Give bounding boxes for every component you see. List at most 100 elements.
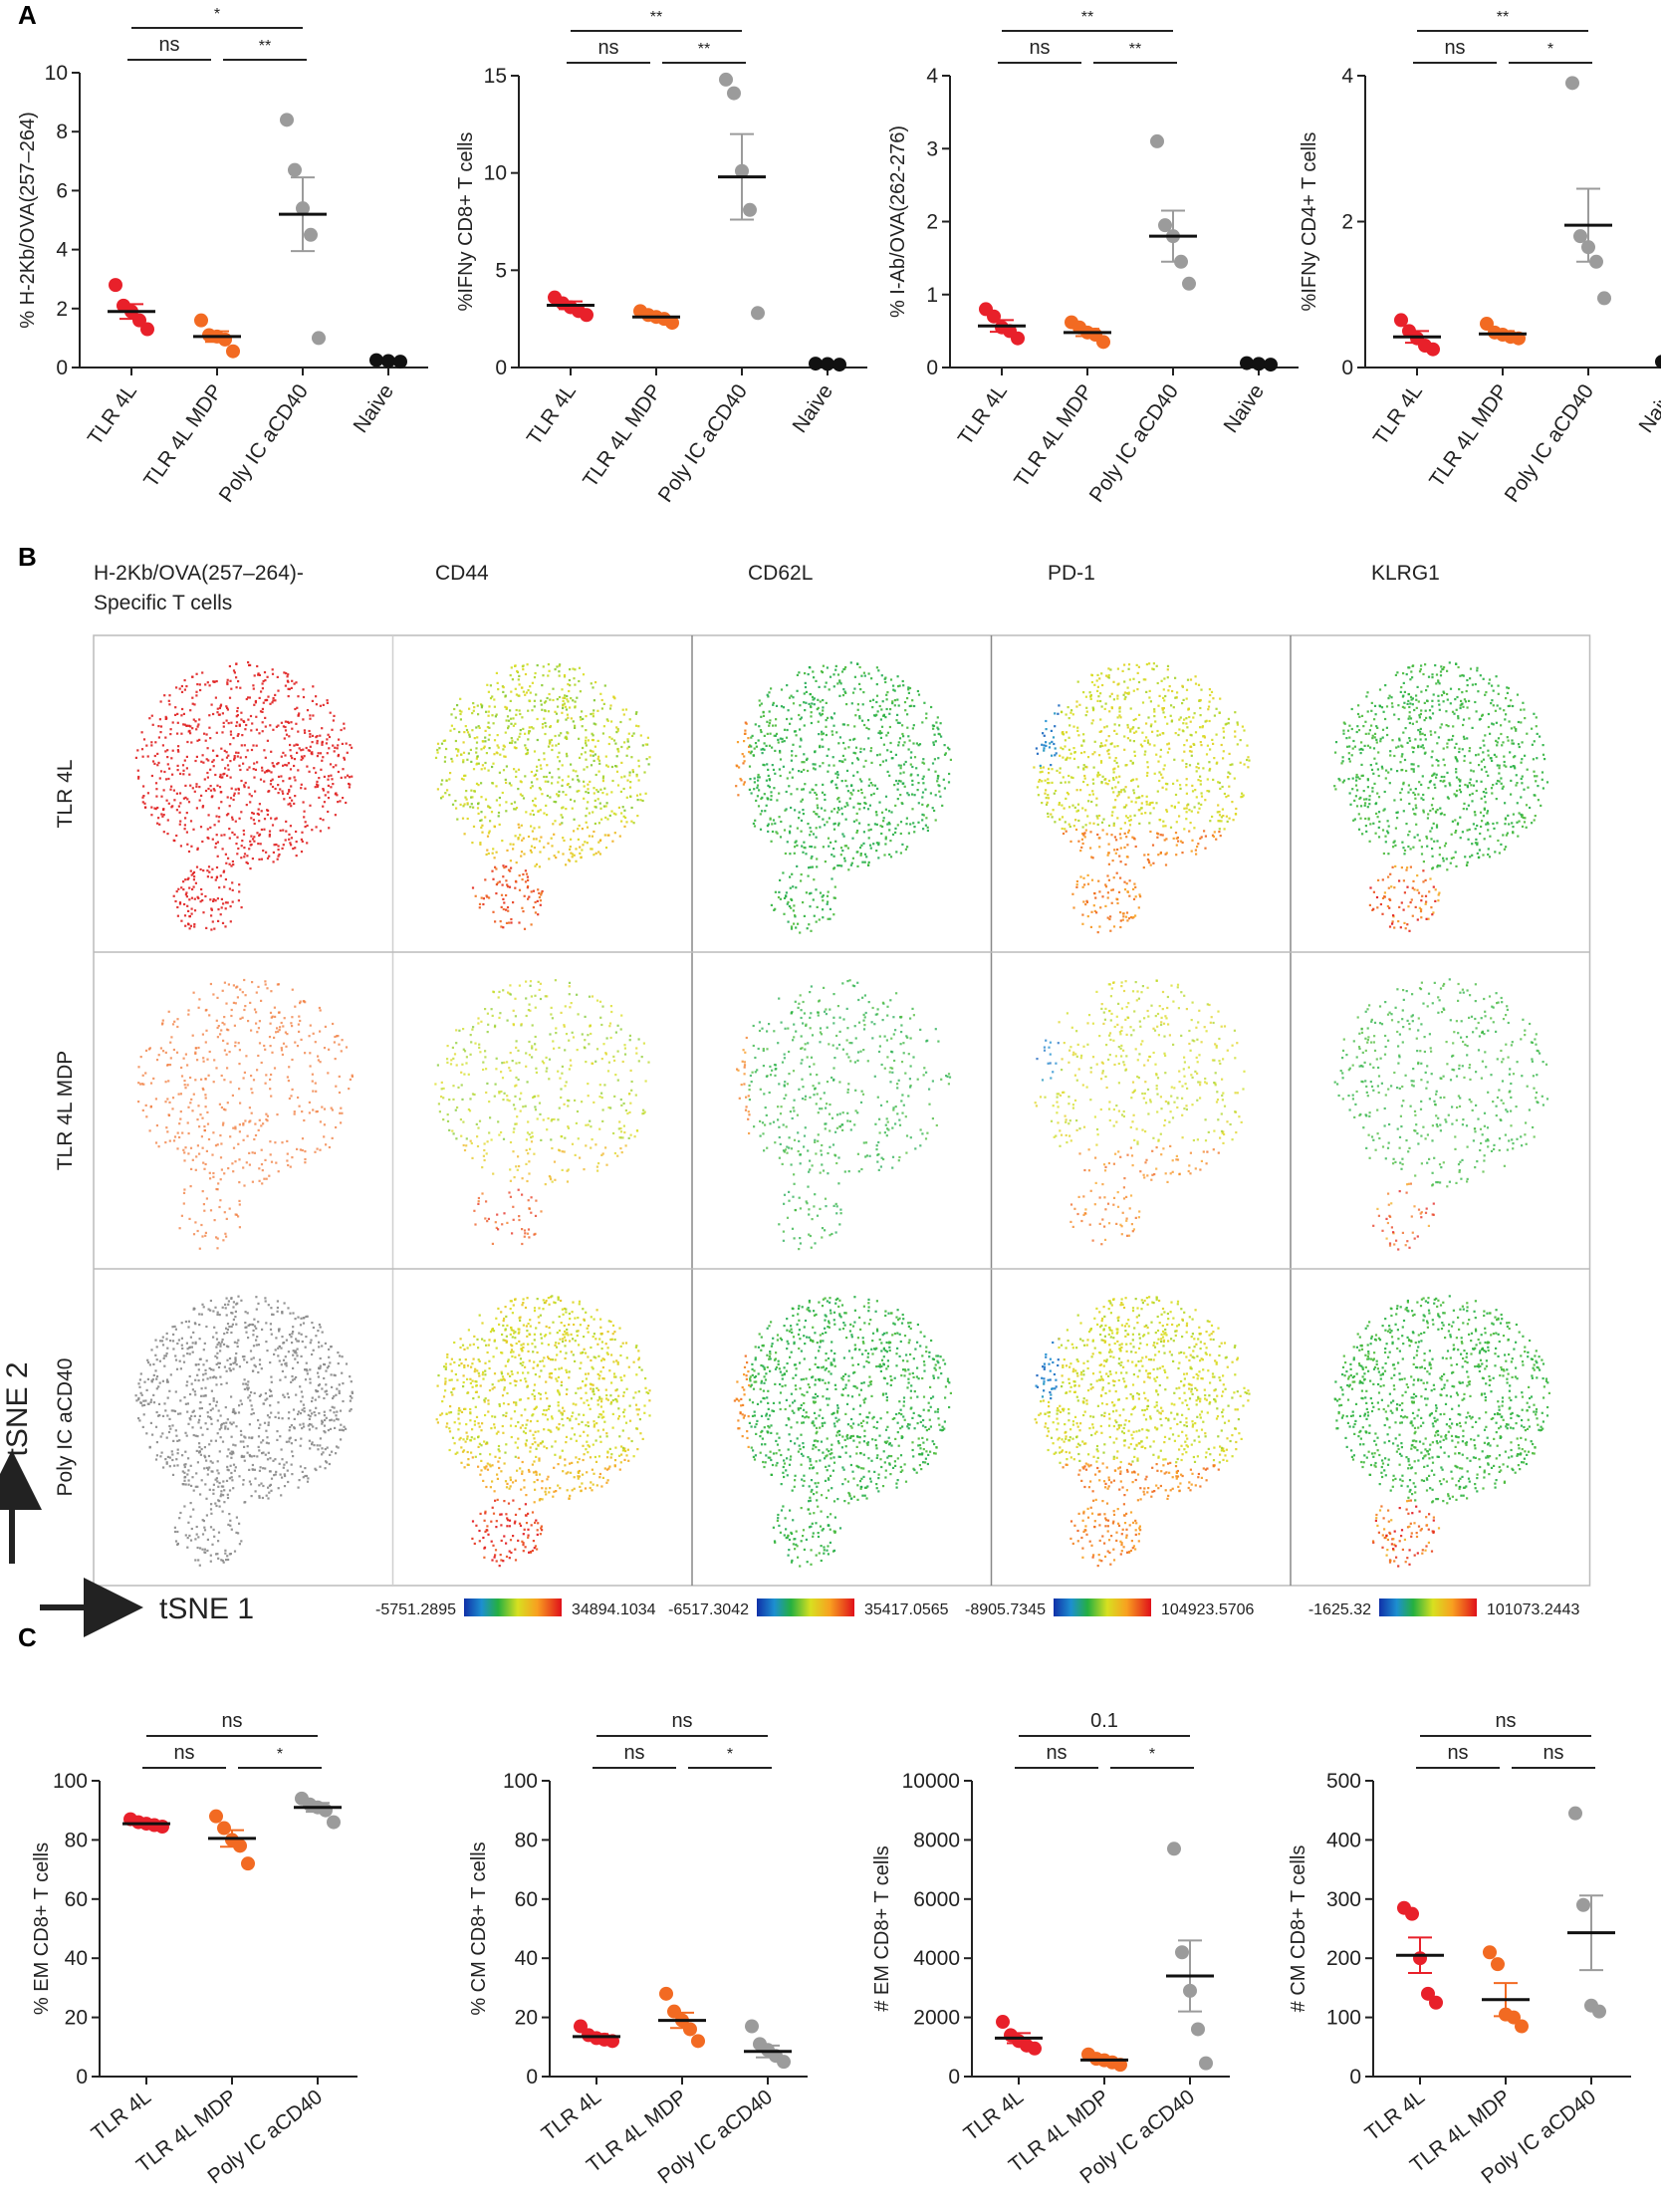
tsne-point [875, 814, 877, 816]
tsne-point [1353, 800, 1355, 802]
tsne-point [1123, 735, 1125, 737]
tsne-point [574, 727, 576, 729]
tsne-point [198, 998, 200, 1000]
tsne-point [291, 687, 293, 689]
tsne-point [906, 727, 908, 729]
tsne-point [1202, 725, 1204, 727]
tsne-point [272, 673, 274, 675]
tsne-point [626, 738, 628, 740]
tsne-point [766, 780, 768, 782]
tsne-point [913, 724, 915, 726]
significance-label: ** [1497, 9, 1509, 26]
tsne-point [1361, 749, 1363, 751]
tsne-point [1151, 731, 1153, 733]
tsne-point [615, 726, 617, 728]
tsne-point [1463, 719, 1465, 721]
tsne-point [143, 803, 145, 805]
tsne-point [1475, 754, 1477, 756]
tsne-point [853, 688, 855, 690]
tsne-point [886, 691, 888, 693]
tsne-point [1402, 783, 1404, 785]
tsne-point [235, 843, 237, 845]
tsne-point [191, 913, 193, 915]
tsne-point [784, 740, 786, 742]
tsne-point [599, 840, 601, 842]
tsne-point [768, 775, 770, 777]
tsne-point [822, 908, 824, 910]
tsne-point [163, 789, 165, 791]
tsne-point [1529, 807, 1531, 809]
tsne-point [1108, 710, 1110, 712]
tsne-point [188, 887, 190, 889]
tsne-point [1489, 836, 1491, 838]
tsne-point [1355, 795, 1357, 797]
tsne-point [594, 800, 596, 802]
tsne-point [213, 765, 215, 767]
tsne-point [1098, 890, 1100, 892]
tsne-point [233, 669, 235, 671]
tsne-point [223, 773, 225, 775]
tsne-point [875, 714, 877, 716]
tsne-point [1396, 770, 1398, 772]
tsne-point [586, 808, 588, 810]
tsne-point [236, 715, 238, 717]
tsne-point [290, 721, 292, 723]
tsne-point [275, 1031, 277, 1033]
tsne-point [1501, 744, 1503, 746]
tsne-point [188, 801, 190, 803]
tsne-point [1132, 888, 1134, 890]
tsne-point [217, 708, 219, 710]
tsne-point [889, 726, 891, 728]
tsne-point [937, 778, 939, 780]
tsne-point [1433, 784, 1435, 786]
tsne-point [532, 682, 534, 684]
tsne-point [273, 765, 275, 767]
tsne-point [1407, 703, 1409, 705]
tsne-point [1162, 711, 1164, 713]
tsne-point [1059, 819, 1061, 821]
tsne-point [1467, 706, 1469, 708]
tsne-point [1433, 886, 1435, 888]
tsne-point [1048, 782, 1050, 784]
tsne-point [1119, 911, 1121, 913]
tsne-point [879, 705, 881, 707]
tsne-point [755, 723, 757, 725]
tsne-point [272, 786, 274, 788]
tsne-point [245, 756, 247, 758]
tsne-point [1457, 823, 1459, 825]
tsne-point [488, 853, 490, 855]
tsne-point [1138, 714, 1140, 716]
tsne-point [799, 746, 801, 748]
tsne-point [810, 866, 812, 868]
tsne-point [770, 818, 772, 820]
tsne-point [1133, 898, 1135, 900]
tsne-point [1487, 829, 1489, 831]
tsne-point [312, 700, 314, 702]
data-point-poly-ic-acd40 [751, 306, 765, 320]
tsne-point [902, 744, 904, 746]
tsne-point [774, 823, 776, 825]
tsne-point [284, 737, 286, 739]
tsne-point [1483, 678, 1485, 680]
tsne-point [1359, 818, 1361, 820]
tsne-point [284, 1017, 286, 1019]
tsne-point [1153, 715, 1155, 717]
tsne-point [1412, 792, 1414, 794]
tsne-point [229, 680, 231, 682]
tsne-point [236, 721, 238, 723]
tsne-point [333, 715, 335, 717]
significance-label: ns [597, 37, 618, 59]
tsne-point [884, 681, 886, 683]
tsne-point [777, 739, 779, 741]
tsne-point [792, 696, 794, 698]
tsne-point [537, 888, 539, 890]
tsne-point [1167, 668, 1169, 670]
tsne-point [537, 739, 539, 741]
tsne-point [832, 756, 834, 758]
tsne-point [1429, 781, 1431, 783]
tsne-point [462, 759, 464, 761]
tsne-point [743, 755, 745, 757]
tsne-point [584, 841, 586, 843]
tsne-point [208, 727, 210, 729]
tsne-point [1094, 897, 1096, 899]
